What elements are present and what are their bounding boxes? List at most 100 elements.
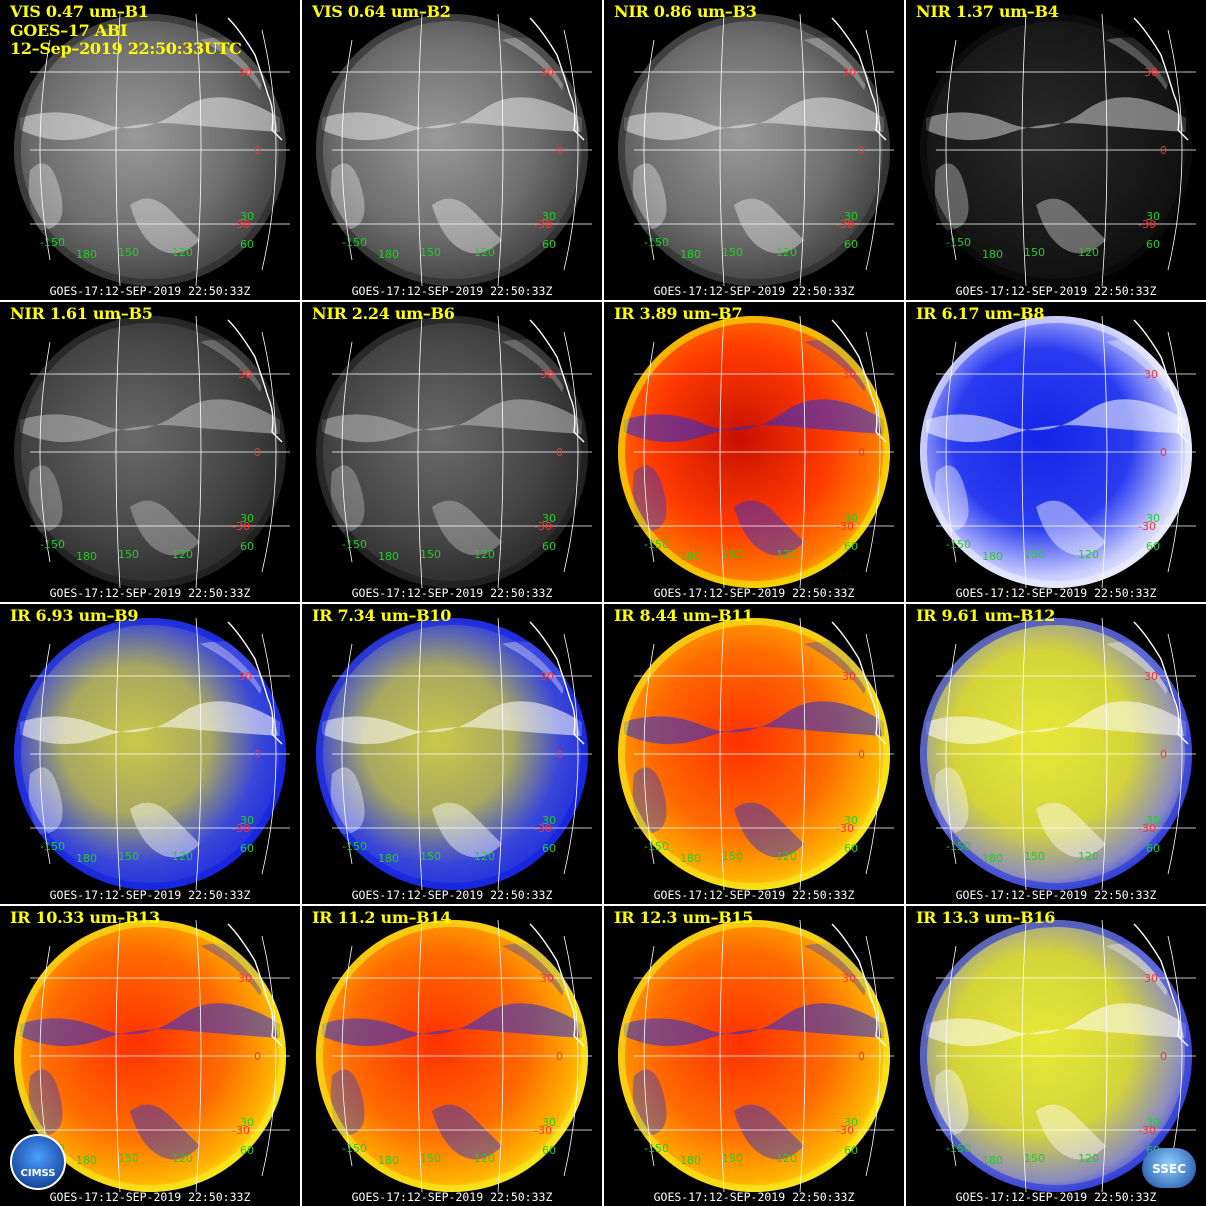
latitude-label: 0 <box>1160 446 1167 459</box>
longitude-label: 30 <box>844 814 858 827</box>
longitude-label: -150 <box>40 840 65 853</box>
latitude-label: -30 <box>232 822 250 835</box>
graticule <box>30 315 290 589</box>
longitude-label: 60 <box>240 238 254 251</box>
band-panel: 30 0 -30 -150 180 150 120 60 30 IR 9.61 um–B12 GOE… <box>906 604 1206 904</box>
band-title: VIS 0.64 um–B2 <box>312 2 451 21</box>
longitude-label: 150 <box>118 246 139 259</box>
latitude-label: 30 <box>540 368 554 381</box>
coastline <box>529 923 585 1047</box>
latitude-label: 0 <box>858 748 865 761</box>
timestamp-footer: GOES-17:12-SEP-2019 22:50:33Z <box>49 1190 251 1204</box>
band-title: NIR 0.86 um–B3 <box>614 2 757 21</box>
latitude-label: 30 <box>842 670 856 683</box>
band-title: IR 11.2 um–B14 <box>312 908 452 927</box>
longitude-label: 60 <box>240 1144 254 1157</box>
band-panel: 30 0 -30 -150 180 150 120 60 30 NIR 1.37 um–B4 GOE… <box>906 0 1206 300</box>
longitude-label: -150 <box>342 840 367 853</box>
timestamp-footer: GOES-17:12-SEP-2019 22:50:33Z <box>955 1190 1157 1204</box>
band-panel: 30 0 -30 -150 180 150 120 60 30 IR 6.93 um–B9 GOES… <box>0 604 300 904</box>
band-panel: 30 0 -30 -150 180 150 120 60 30 IR 8.44 um–B11 GOE… <box>604 604 904 904</box>
longitude-label: 120 <box>1078 1152 1099 1165</box>
coastline <box>831 17 887 141</box>
longitude-label: -150 <box>342 236 367 249</box>
longitude-label: 60 <box>844 842 858 855</box>
coastline <box>831 319 887 443</box>
timestamp-footer: GOES-17:12-SEP-2019 22:50:33Z <box>653 888 855 902</box>
longitude-label: 30 <box>240 1116 254 1129</box>
image-header-line1: VIS 0.47 um–B1 <box>10 2 149 21</box>
longitude-label: 180 <box>76 852 97 865</box>
latitude-label: 30 <box>540 670 554 683</box>
longitude-label: 150 <box>722 246 743 259</box>
graticule <box>936 919 1196 1193</box>
timestamp-footer: GOES-17:12-SEP-2019 22:50:33Z <box>955 284 1157 298</box>
longitude-label: 120 <box>1078 246 1099 259</box>
longitude-label: 60 <box>542 842 556 855</box>
latitude-label: 0 <box>254 144 261 157</box>
longitude-label: 60 <box>1146 842 1160 855</box>
longitude-label: 60 <box>240 842 254 855</box>
graticule <box>30 919 290 1193</box>
longitude-label: 150 <box>420 850 441 863</box>
longitude-label: 150 <box>1024 548 1045 561</box>
longitude-label: 30 <box>542 512 556 525</box>
latitude-label: 30 <box>842 66 856 79</box>
band-title: IR 9.61 um–B12 <box>916 606 1056 625</box>
graticule <box>332 315 592 589</box>
latitude-label: 0 <box>858 1050 865 1063</box>
graticule <box>634 13 894 287</box>
longitude-label: 60 <box>240 540 254 553</box>
coastline <box>227 17 283 141</box>
graticule <box>936 315 1196 589</box>
image-header-line2: GOES–17 ABI <box>10 21 128 40</box>
latitude-label: 0 <box>1160 748 1167 761</box>
latitude-label: -30 <box>1138 520 1156 533</box>
longitude-label: 60 <box>542 238 556 251</box>
band-title: NIR 1.37 um–B4 <box>916 2 1059 21</box>
ssec-logo-text: SSEC <box>1152 1162 1186 1176</box>
latitude-label: 30 <box>842 368 856 381</box>
coastline <box>831 621 887 745</box>
latitude-label: 0 <box>556 446 563 459</box>
longitude-label: 30 <box>1146 210 1160 223</box>
latitude-label: 0 <box>254 748 261 761</box>
timestamp-footer: GOES-17:12-SEP-2019 22:50:33Z <box>653 586 855 600</box>
band-panel: 30 0 -30 -150 180 150 120 60 30 IR 12.3 um–B15 GOE… <box>604 906 904 1206</box>
timestamp-footer: GOES-17:12-SEP-2019 22:50:33Z <box>653 1190 855 1204</box>
longitude-label: 30 <box>240 210 254 223</box>
cloud-features <box>14 316 286 588</box>
band-title: NIR 1.61 um–B5 <box>10 304 153 323</box>
longitude-label: 120 <box>474 850 495 863</box>
panel-divider <box>0 300 1206 302</box>
latitude-label: 0 <box>858 144 865 157</box>
band-title: IR 13.3 um–B16 <box>916 908 1056 927</box>
longitude-label: 150 <box>1024 246 1045 259</box>
latitude-label: 0 <box>556 748 563 761</box>
longitude-label: 30 <box>1146 512 1160 525</box>
latitude-label: 0 <box>1160 144 1167 157</box>
band-panel: 30 0 -30 -150 180 150 120 60 30 IR 11.2 um–B14 GOE… <box>302 906 602 1206</box>
longitude-label: -150 <box>946 236 971 249</box>
cloud-features <box>14 618 286 890</box>
timestamp-footer: GOES-17:12-SEP-2019 22:50:33Z <box>351 888 553 902</box>
cimss-logo-text: CIMSS <box>20 1168 56 1179</box>
longitude-label: 180 <box>982 248 1003 261</box>
timestamp-footer: GOES-17:12-SEP-2019 22:50:33Z <box>351 1190 553 1204</box>
graticule <box>634 315 894 589</box>
cimss-logo: CIMSS <box>10 1134 66 1190</box>
latitude-label: 0 <box>254 1050 261 1063</box>
band-panel: 30 0 -30 -150 180 150 120 60 30 IR 6.17 um–B8 GOES… <box>906 302 1206 602</box>
latitude-label: 30 <box>238 670 252 683</box>
timestamp-footer: GOES-17:12-SEP-2019 22:50:33Z <box>351 284 553 298</box>
